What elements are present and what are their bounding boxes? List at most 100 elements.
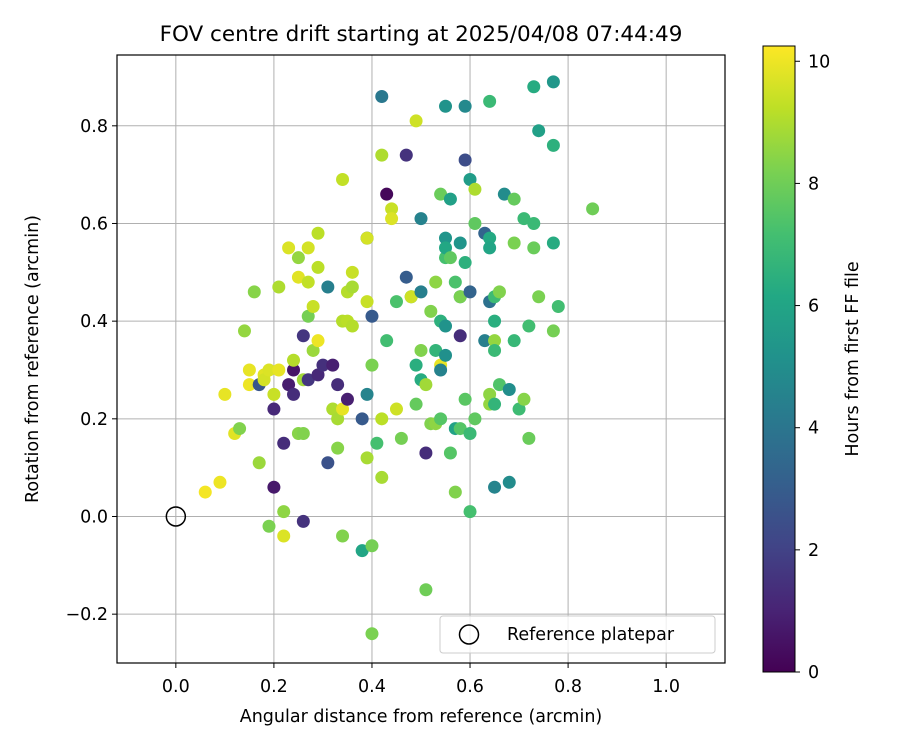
scatter-point [429, 343, 443, 357]
scatter-point [478, 334, 492, 348]
scatter-point [414, 285, 428, 299]
scatter-point [458, 392, 472, 406]
scatter-point [370, 436, 384, 450]
scatter-point [586, 202, 600, 216]
scatter-point [316, 358, 330, 372]
scatter-point [492, 378, 506, 392]
scatter-point [360, 231, 374, 245]
scatter-point [458, 99, 472, 113]
scatter-point [532, 124, 546, 138]
scatter-point [345, 265, 359, 279]
scatter-point [218, 387, 232, 401]
scatter-point [272, 280, 286, 294]
colorbar-tick-label: 2 [808, 541, 819, 561]
x-tick-label: 0.4 [358, 677, 386, 697]
scatter-point [468, 412, 482, 426]
legend: Reference platepar [439, 615, 716, 654]
scatter-point [507, 192, 521, 206]
scatter-point [546, 324, 560, 338]
scatter-point [527, 80, 541, 94]
scatter-point [409, 114, 423, 128]
y-tick-label: 0.4 [80, 312, 108, 332]
scatter-point [345, 280, 359, 294]
scatter-point [483, 241, 497, 255]
y-tick-label: 0.0 [80, 507, 108, 527]
scatter-point [198, 485, 212, 499]
scatter-point [277, 505, 291, 519]
scatter-point [463, 426, 477, 440]
x-tick-label: 0.8 [554, 677, 582, 697]
scatter-point [360, 295, 374, 309]
scatter-point [301, 275, 315, 289]
scatter-point [448, 275, 462, 289]
scatter-point [463, 173, 477, 187]
scatter-point [551, 300, 565, 314]
scatter-point [448, 485, 462, 499]
scatter-point [257, 373, 271, 387]
scatter-point [306, 300, 320, 314]
scatter-point [488, 314, 502, 328]
scatter-point [262, 363, 276, 377]
scatter-point [463, 285, 477, 299]
scatter-point [282, 241, 296, 255]
scatter-point [385, 202, 399, 216]
scatter-point [340, 392, 354, 406]
scatter-point [488, 397, 502, 411]
scatter-point [326, 402, 340, 416]
scatter-point [277, 529, 291, 543]
scatter-point [522, 319, 536, 333]
scatter-point [336, 173, 350, 187]
colorbar [762, 45, 796, 673]
scatter-point [301, 373, 315, 387]
scatter-point [267, 402, 281, 416]
scatter-point [399, 148, 413, 162]
scatter-point [419, 378, 433, 392]
scatter-point [443, 251, 457, 265]
scatter-point [419, 446, 433, 460]
scatter-point [365, 358, 379, 372]
scatter-point [331, 412, 345, 426]
scatter-point [360, 387, 374, 401]
legend-label: Reference platepar [507, 625, 675, 645]
scatter-point [483, 387, 497, 401]
scatter-point [360, 451, 374, 465]
scatter-point [453, 329, 467, 343]
scatter-point [380, 334, 394, 348]
colorbar-ticks: 0 2 4 6 8 10 [795, 52, 830, 683]
scatter-point [483, 94, 497, 108]
scatter-point [375, 470, 389, 484]
x-tick-label: 0.0 [162, 677, 190, 697]
x-tick-label: 0.6 [456, 677, 484, 697]
colorbar-tick-label: 10 [808, 52, 830, 72]
scatter-point [546, 138, 560, 152]
scatter-point [502, 475, 516, 489]
scatter-point [497, 187, 511, 201]
scatter-point [296, 426, 310, 440]
scatter-point [336, 402, 350, 416]
scatter-point [237, 324, 251, 338]
scatter-point [282, 378, 296, 392]
scatter-point [507, 236, 521, 250]
scatter-point [301, 309, 315, 323]
x-tick-label: 0.2 [260, 677, 288, 697]
scatter-point [414, 343, 428, 357]
scatter-point [414, 212, 428, 226]
x-axis-label: Angular distance from reference (arcmin) [240, 707, 603, 727]
scatter-point [365, 309, 379, 323]
scatter-point [463, 505, 477, 519]
scatter-point [287, 363, 301, 377]
scatter-point [272, 363, 286, 377]
scatter-point [355, 412, 369, 426]
scatter-point [375, 90, 389, 104]
scatter-point [522, 431, 536, 445]
plot-frame [116, 54, 726, 664]
scatter-points [198, 75, 600, 641]
scatter-point [311, 226, 325, 240]
scatter-point [453, 422, 467, 436]
y-tick-label: 0.2 [80, 410, 108, 430]
scatter-point [306, 343, 320, 357]
scatter-point [492, 285, 506, 299]
scatter-point [527, 241, 541, 255]
reference-point-marker [165, 506, 187, 527]
scatter-point [267, 387, 281, 401]
